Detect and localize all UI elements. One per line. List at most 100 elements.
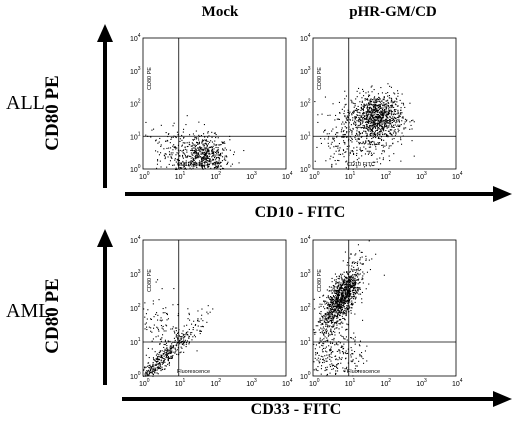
data-point bbox=[357, 126, 359, 128]
data-point bbox=[354, 284, 356, 286]
data-point bbox=[158, 141, 160, 143]
data-point bbox=[152, 364, 154, 366]
data-point bbox=[177, 339, 179, 341]
data-point bbox=[215, 150, 217, 152]
data-point bbox=[183, 351, 185, 353]
data-point bbox=[352, 270, 354, 272]
data-point bbox=[363, 112, 365, 114]
data-point bbox=[207, 165, 209, 167]
data-point bbox=[342, 283, 344, 285]
data-point bbox=[347, 362, 349, 364]
data-point bbox=[361, 352, 363, 354]
data-point bbox=[222, 142, 224, 144]
data-point bbox=[355, 282, 357, 284]
data-point bbox=[231, 163, 233, 165]
data-point bbox=[332, 303, 334, 305]
data-point bbox=[358, 87, 360, 89]
data-point bbox=[346, 284, 348, 286]
data-point bbox=[195, 157, 197, 159]
data-point bbox=[398, 125, 400, 127]
data-point bbox=[346, 366, 348, 368]
data-point bbox=[340, 300, 342, 302]
data-point bbox=[337, 370, 339, 372]
data-point bbox=[202, 144, 204, 146]
data-point bbox=[202, 157, 204, 159]
data-point bbox=[333, 290, 335, 292]
data-point bbox=[343, 301, 345, 303]
data-point bbox=[324, 129, 326, 131]
data-point bbox=[354, 279, 356, 281]
data-point bbox=[213, 132, 215, 134]
data-point bbox=[342, 279, 344, 281]
data-point bbox=[152, 370, 154, 372]
data-point bbox=[339, 314, 341, 316]
data-point bbox=[400, 113, 402, 115]
data-point bbox=[194, 324, 196, 326]
data-point bbox=[350, 140, 352, 142]
data-point bbox=[354, 116, 356, 118]
data-point bbox=[331, 305, 333, 307]
data-point bbox=[324, 320, 326, 322]
data-point bbox=[207, 151, 209, 153]
data-point bbox=[330, 353, 332, 355]
data-point bbox=[362, 105, 364, 107]
data-point bbox=[342, 260, 344, 262]
data-point bbox=[329, 358, 331, 360]
data-point bbox=[211, 152, 213, 154]
data-point bbox=[374, 161, 376, 163]
data-point bbox=[338, 293, 340, 295]
data-point bbox=[339, 319, 341, 321]
data-point bbox=[338, 281, 340, 283]
data-point bbox=[326, 311, 328, 313]
data-point bbox=[340, 293, 342, 295]
data-point bbox=[169, 352, 171, 354]
data-point bbox=[164, 368, 166, 370]
data-point bbox=[332, 342, 334, 344]
data-point bbox=[154, 364, 156, 366]
data-point bbox=[386, 135, 388, 137]
data-point bbox=[381, 150, 383, 152]
data-point bbox=[328, 308, 330, 310]
data-point bbox=[160, 368, 162, 370]
data-point bbox=[355, 133, 357, 135]
data-point bbox=[334, 292, 336, 294]
data-point bbox=[158, 354, 160, 356]
data-point bbox=[351, 300, 353, 302]
data-point bbox=[353, 106, 355, 108]
data-point bbox=[192, 139, 194, 141]
data-point bbox=[368, 283, 370, 285]
data-point bbox=[325, 322, 327, 324]
data-point bbox=[334, 308, 336, 310]
data-point bbox=[162, 328, 164, 330]
data-point bbox=[330, 298, 332, 300]
data-point bbox=[328, 312, 330, 314]
data-point bbox=[198, 320, 200, 322]
data-point bbox=[347, 168, 349, 170]
data-point bbox=[152, 366, 154, 368]
data-point bbox=[336, 322, 338, 324]
data-point bbox=[377, 123, 379, 125]
data-point bbox=[196, 155, 198, 157]
data-point bbox=[335, 295, 337, 297]
data-point bbox=[173, 337, 175, 339]
data-point bbox=[359, 340, 361, 342]
data-point bbox=[390, 114, 392, 116]
data-point bbox=[229, 149, 231, 151]
data-point bbox=[203, 133, 205, 135]
data-point bbox=[195, 145, 197, 147]
data-point bbox=[352, 282, 354, 284]
data-point bbox=[186, 157, 188, 159]
data-point bbox=[319, 339, 321, 341]
data-point bbox=[379, 117, 381, 119]
data-point bbox=[395, 122, 397, 124]
data-point bbox=[188, 155, 190, 157]
data-point bbox=[343, 317, 345, 319]
data-point bbox=[166, 319, 168, 321]
data-point bbox=[326, 354, 328, 356]
data-point bbox=[344, 299, 346, 301]
data-points bbox=[143, 279, 214, 377]
data-point bbox=[226, 163, 228, 165]
data-point bbox=[335, 133, 337, 135]
data-point bbox=[377, 122, 379, 124]
data-point bbox=[336, 282, 338, 284]
